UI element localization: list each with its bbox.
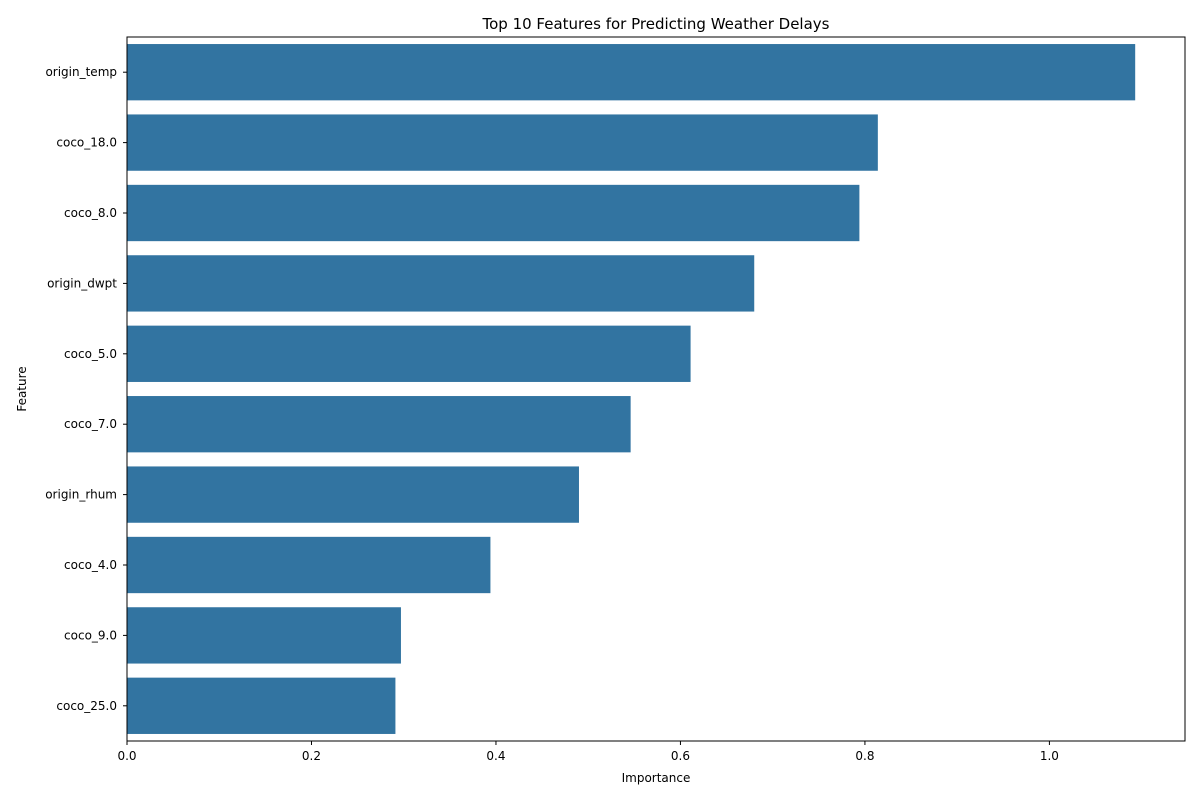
y-axis-ticks: origin_temp coco_18.0 coco_8.0 origin_dwptc…	[45, 65, 127, 713]
x-axis-label: Importance	[622, 771, 691, 785]
y-tick-label: origin_rhum	[45, 488, 117, 502]
x-tick-label: 0.8	[855, 749, 874, 763]
y-axis-label: Feature	[15, 366, 29, 411]
y-tick-label: coco_9.0	[64, 628, 117, 642]
y-tick-label: coco_4.0	[64, 558, 117, 572]
y-tick-label: origin_temp	[45, 65, 117, 79]
bar-origin_rhum	[127, 466, 579, 523]
bar-coco_18.0	[127, 114, 878, 171]
chart-title: Top 10 Features for Predicting Weather D…	[482, 15, 830, 33]
x-axis-ticks: 0.0 0.2 0.4 0.6 0.8 1.0	[117, 741, 1059, 763]
bar-coco_7.0	[127, 396, 631, 453]
x-tick-label: 0.6	[671, 749, 690, 763]
y-tick-label: coco_18.0	[56, 136, 117, 150]
plot-frame	[126, 36, 1186, 742]
bar-coco_5.0	[127, 325, 691, 382]
y-tick-label: origin_dwpt	[47, 276, 117, 290]
x-tick-label: 0.2	[302, 749, 321, 763]
x-tick-label: 0.0	[117, 749, 136, 763]
bar-origin_dwpt	[127, 255, 755, 312]
x-tick-label: 0.4	[486, 749, 505, 763]
y-tick-label: coco_25.0	[56, 699, 117, 713]
y-tick-label: coco_5.0	[64, 347, 117, 361]
y-tick-label: coco_8.0	[64, 206, 117, 220]
bar-coco_9.0	[127, 607, 401, 664]
bars-group	[127, 44, 1136, 734]
bar-coco_25.0	[127, 677, 396, 734]
y-tick-label: coco_7.0	[64, 417, 117, 431]
bar-origin_temp	[127, 44, 1136, 101]
x-tick-label: 1.0	[1040, 749, 1059, 763]
bar-coco_4.0	[127, 536, 491, 594]
bar-coco_8.0	[127, 184, 860, 242]
